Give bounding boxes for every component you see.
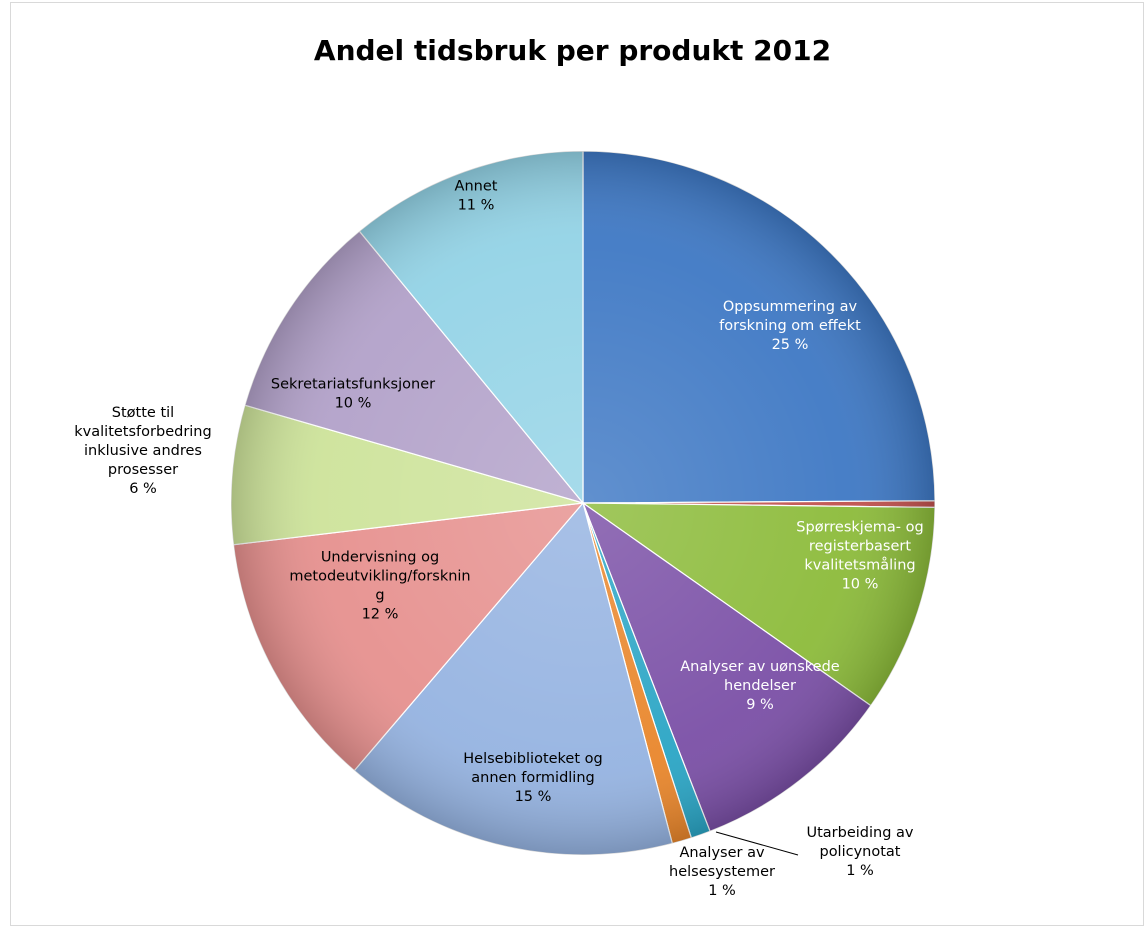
slice-percent: 6 % — [129, 481, 157, 497]
slice-label-line: forskning om effekt — [719, 318, 861, 334]
slice-label-line: policynotat — [819, 844, 900, 860]
slice-percent: 25 % — [772, 337, 809, 353]
slice-label-line: Oppsummering av — [723, 299, 858, 315]
slice-percent: 9 % — [746, 697, 774, 713]
slice-label-line: inklusive andres — [84, 443, 202, 459]
slice-label-line: kvalitetsmåling — [804, 557, 915, 574]
slice-label-8: Støtte til kvalitetsforbedring inklusive a… — [74, 405, 211, 497]
slice-percent: 12 % — [362, 607, 399, 623]
slice-label-line: g — [375, 588, 384, 604]
slice-label-line: Helsebiblioteket og — [463, 751, 602, 767]
slice-percent: 1 % — [846, 863, 874, 879]
slice-label-0: Oppsummering av forskning om effekt 25 % — [719, 299, 861, 353]
slice-label-line: registerbasert — [809, 539, 911, 555]
slice-label-line: Analyser av — [679, 845, 765, 861]
slice-percent: 11 % — [458, 198, 495, 214]
slice-label-3: Analyser av uønskede hendelser 9 % — [680, 659, 840, 713]
slice-label-5: Analyser av helsesystemer 1 % — [669, 845, 775, 899]
slice-percent: 10 % — [842, 577, 879, 593]
slice-label-4: Utarbeiding av policynotat 1 % — [806, 825, 913, 879]
slice-percent: 15 % — [515, 789, 552, 805]
leader-line-4 — [715, 831, 799, 856]
slice-label-line: hendelser — [724, 678, 796, 694]
slice-label-line: Utarbeiding av — [806, 825, 913, 841]
slice-label-line: Undervisning og — [321, 550, 439, 566]
slice-label-line: helsesystemer — [669, 864, 775, 880]
slice-label-6: Helsebiblioteket og annen formidling 15 % — [463, 751, 602, 805]
slice-label-7: Undervisning og metodeutvikling/forsknin g… — [289, 550, 470, 623]
slice-label-line: Analyser av uønskede — [680, 659, 840, 675]
slice-label-2: Spørreskjema- og registerbasert kvalitetsm… — [796, 520, 923, 593]
slice-label-line: Annet — [455, 179, 498, 195]
chart-title: Andel tidsbruk per produkt 2012 — [313, 34, 832, 67]
slice-label-10: Annet 11 % — [455, 179, 498, 214]
slice-label-line: prosesser — [108, 462, 178, 478]
slice-label-9: Sekretariatsfunksjoner 10 % — [271, 377, 435, 412]
slice-label-line: Støtte til — [112, 405, 174, 421]
slice-label-line: metodeutvikling/forsknin — [289, 569, 470, 585]
slice-label-line: Sekretariatsfunksjoner — [271, 377, 435, 393]
slice-percent: 10 % — [335, 396, 372, 412]
slice-percent: 1 % — [708, 883, 736, 899]
slice-label-line: Spørreskjema- og — [796, 520, 923, 536]
slice-label-line: kvalitetsforbedring — [74, 424, 211, 440]
slice-label-line: annen formidling — [471, 770, 594, 786]
